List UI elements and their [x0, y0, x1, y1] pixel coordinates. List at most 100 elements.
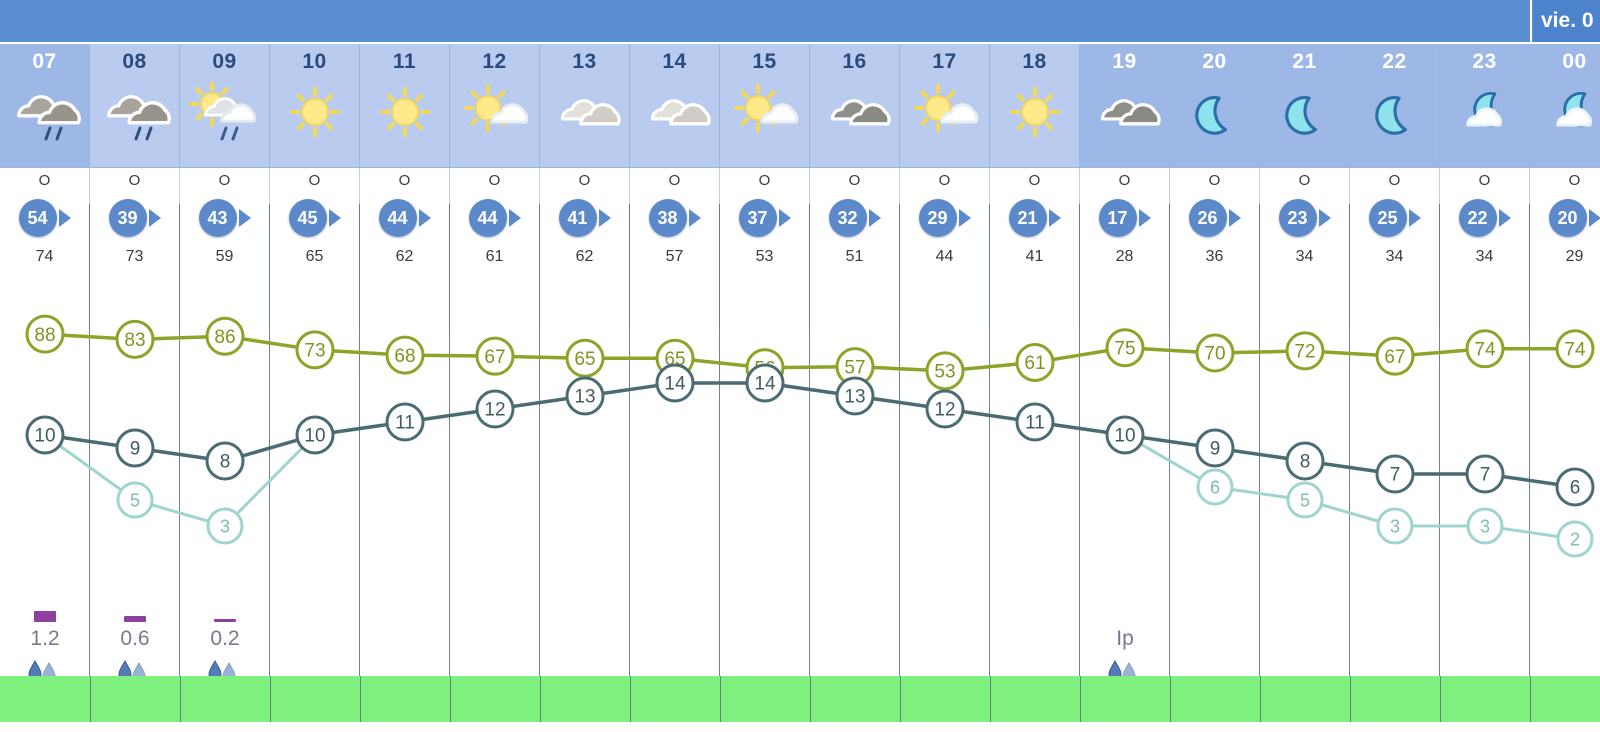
wind-direction-arrow-icon — [958, 209, 971, 227]
date-separator — [1530, 0, 1532, 42]
hour-column[interactable]: 18 O 21 41 — [990, 44, 1080, 732]
wind-speed-row: 39 — [90, 194, 179, 242]
precip-amount-label — [270, 624, 360, 656]
hour-column[interactable]: 11 O 44 62 — [360, 44, 450, 732]
wind-speed-row: 44 — [360, 194, 449, 242]
wind-gust-value: 36 — [1205, 248, 1224, 265]
wind-gust-value: 44 — [935, 248, 954, 265]
hour-header: 00 — [1530, 44, 1600, 168]
precip-bar — [34, 611, 56, 622]
precip-amount-label — [450, 624, 540, 656]
hour-column[interactable]: 09 O 43 59 0.2 — [180, 44, 270, 732]
hour-header: 15 — [720, 44, 810, 168]
wind-speed-row: 17 — [1080, 194, 1169, 242]
wind-gust-value: 59 — [215, 248, 234, 265]
wind-direction-arrow-icon — [1408, 209, 1421, 227]
hour-header: 20 — [1170, 44, 1260, 168]
hour-column[interactable]: 07 O 54 74 1.2 — [0, 44, 90, 732]
ground-bar-divider — [1170, 676, 1171, 722]
wind-direction-arrow-icon — [598, 209, 611, 227]
wind-direction-label: O — [1388, 172, 1401, 189]
wind-speed-badge: 29 — [918, 199, 957, 237]
ground-bar-divider — [990, 676, 991, 722]
wind-speed-row: 38 — [630, 194, 719, 242]
ground-bar-divider — [720, 676, 721, 722]
wind-speed-row: 41 — [540, 194, 629, 242]
precip-bar-wrap — [1530, 590, 1600, 624]
wind-speed-row: 20 — [1530, 194, 1600, 242]
wind-direction-label: O — [488, 172, 501, 189]
precip-amount-label: 1.2 — [30, 627, 60, 650]
wind-gust-value: 62 — [575, 248, 594, 265]
wind-speed-badge: 21 — [1008, 199, 1047, 237]
wind-speed-badge: 26 — [1188, 199, 1227, 237]
hour-column[interactable]: 10 O 45 65 — [270, 44, 360, 732]
hour-column[interactable]: 22 O 25 34 — [1350, 44, 1440, 732]
ground-bar — [0, 676, 1600, 722]
wind-gust-value: 51 — [845, 248, 864, 265]
precip-amount-label: Ip — [1116, 627, 1134, 650]
hour-column[interactable]: 12 O 44 61 — [450, 44, 540, 732]
hour-column[interactable]: 17 O 29 44 — [900, 44, 990, 732]
wind-speed-badge: 38 — [648, 199, 687, 237]
hour-label: 08 — [122, 50, 147, 73]
wind-direction-label: O — [1568, 172, 1581, 189]
hour-column[interactable]: 15 O 37 53 — [720, 44, 810, 732]
hour-column[interactable]: 08 O 39 73 0.6 — [90, 44, 180, 732]
hour-label: 00 — [1562, 50, 1587, 73]
wind-direction-label: O — [1298, 172, 1311, 189]
hour-column[interactable]: 14 O 38 57 — [630, 44, 720, 732]
wind-direction-label: O — [398, 172, 411, 189]
hour-header: 16 — [810, 44, 900, 168]
wind-speed-row: 45 — [270, 194, 359, 242]
wind-direction-arrow-icon — [1228, 209, 1241, 227]
wind-direction-label: O — [1028, 172, 1041, 189]
hour-column[interactable]: 13 O 41 62 — [540, 44, 630, 732]
ground-bar-divider — [180, 676, 181, 722]
precip-bar-wrap — [990, 590, 1080, 624]
precip-bar-wrap — [0, 590, 90, 624]
wind-metrics: O 43 59 — [180, 168, 270, 330]
precip-bar-wrap — [90, 590, 180, 624]
wind-speed-badge: 32 — [828, 199, 867, 237]
hour-header: 13 — [540, 44, 630, 168]
wind-direction-label: O — [578, 172, 591, 189]
ground-bar-divider — [360, 676, 361, 722]
precip-bar — [214, 619, 236, 622]
hour-column[interactable]: 16 O 32 51 — [810, 44, 900, 732]
wind-metrics: O 32 51 — [810, 168, 900, 330]
precip-amount-label: 0.6 — [120, 627, 150, 650]
wind-speed-badge: 37 — [738, 199, 777, 237]
wind-direction-label: O — [1118, 172, 1131, 189]
precip-bar-wrap — [900, 590, 990, 624]
moon-icon — [1170, 74, 1259, 152]
wind-direction-arrow-icon — [418, 209, 431, 227]
wind-direction-label: O — [848, 172, 861, 189]
date-label: vie. 0 — [1533, 0, 1600, 42]
wind-direction-label: O — [128, 172, 141, 189]
wind-speed-row: 54 — [0, 194, 89, 242]
hour-column[interactable]: 23 O 22 34 — [1440, 44, 1530, 732]
wind-metrics: O 39 73 — [90, 168, 180, 330]
wind-metrics: O 22 34 — [1440, 168, 1530, 330]
sun-icon — [990, 74, 1079, 152]
hour-column[interactable]: 00 O 20 29 — [1530, 44, 1600, 732]
bottom-edge — [0, 722, 1600, 732]
hour-label: 09 — [212, 50, 237, 73]
wind-speed-badge: 44 — [468, 199, 507, 237]
precip-bar-wrap — [1260, 590, 1350, 624]
hour-label: 14 — [662, 50, 687, 73]
precip-bar-wrap — [180, 590, 270, 624]
wind-speed-row: 44 — [450, 194, 539, 242]
ground-bar-divider — [1440, 676, 1441, 722]
sun-cloud-icon — [900, 74, 989, 152]
hour-column[interactable]: 20 O 26 36 — [1170, 44, 1260, 732]
sun-icon — [360, 74, 449, 152]
hour-column[interactable]: 21 O 23 34 — [1260, 44, 1350, 732]
hour-column[interactable]: 19 O 17 28 Ip — [1080, 44, 1170, 732]
precip-amount-label — [1440, 624, 1530, 656]
hour-label: 20 — [1202, 50, 1227, 73]
wind-gust-value: 73 — [125, 248, 144, 265]
wind-gust-value: 34 — [1475, 248, 1494, 265]
hour-label: 19 — [1112, 50, 1137, 73]
